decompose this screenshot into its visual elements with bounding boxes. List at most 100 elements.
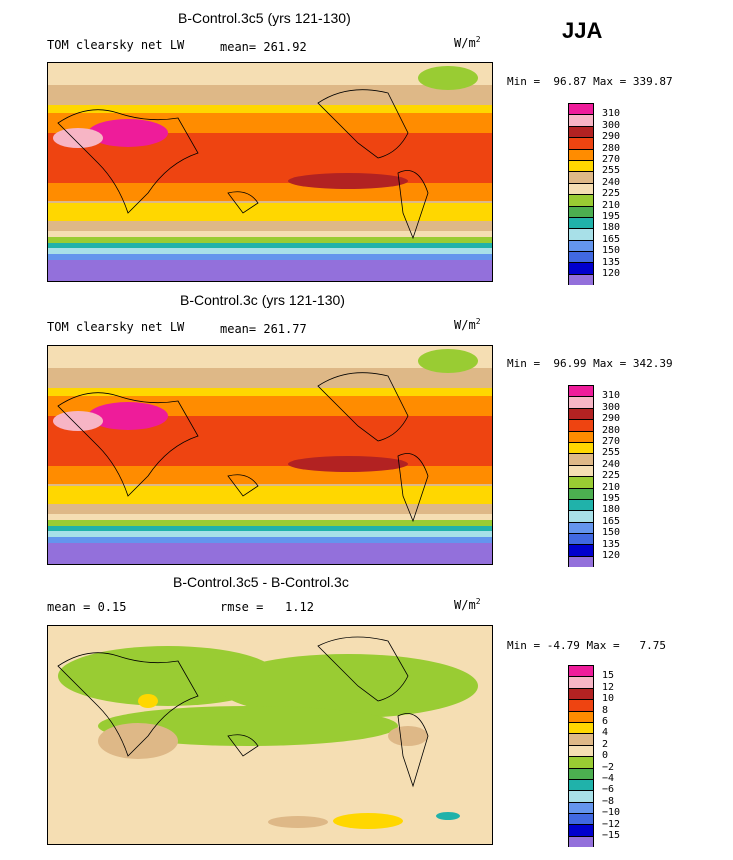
legend-swatch <box>568 251 594 263</box>
legend-swatch <box>568 544 594 556</box>
mean-label: mean= 261.77 <box>220 322 307 336</box>
legend-swatch <box>568 453 594 465</box>
legend-label: −4 <box>602 773 615 784</box>
legend-swatch <box>568 498 594 511</box>
legend-swatch <box>568 510 594 522</box>
legend-swatch <box>568 521 594 534</box>
legend-swatch <box>568 273 594 286</box>
legend-swatch <box>568 835 594 848</box>
colorbar-model-a: 310 300 290 280 270 255 240 225 210 195 180 165 150 1… <box>568 103 620 286</box>
legend-label: −10 <box>602 807 621 819</box>
legend-swatch <box>568 182 594 195</box>
legend-label: 165 <box>602 515 621 527</box>
legend-label: 8 <box>602 704 609 716</box>
legend-label: −12 <box>602 818 621 830</box>
legend-swatch <box>568 262 594 274</box>
legend-label: 225 <box>602 470 621 482</box>
legend-label: −15 <box>602 830 621 841</box>
legend-swatch <box>568 487 594 499</box>
legend-label: 225 <box>602 188 621 200</box>
map-model-a <box>47 62 493 282</box>
units-label: W/m2 <box>454 317 481 332</box>
legend-swatch <box>568 419 594 431</box>
legend-label: 12 <box>602 681 615 693</box>
legend-swatch <box>568 710 594 722</box>
panel-title: B-Control.3c5 (yrs 121-130) <box>178 10 351 26</box>
legend-label: 280 <box>602 424 621 436</box>
legend-swatch <box>568 555 594 568</box>
legend-swatch <box>568 125 594 138</box>
legend-label: 120 <box>602 550 621 561</box>
legend-label: 290 <box>602 413 621 425</box>
legend-label: 280 <box>602 142 621 154</box>
panel-title: B-Control.3c (yrs 121-130) <box>180 292 345 308</box>
legend-label: 310 <box>602 390 621 402</box>
legend-label: 210 <box>602 481 621 493</box>
legend-swatch <box>568 407 594 420</box>
panel-model-b: B-Control.3c (yrs 121-130) TOM clearsky … <box>0 290 733 580</box>
legend-label: 180 <box>602 504 621 516</box>
legend-swatch <box>568 813 594 825</box>
map-difference <box>47 625 493 845</box>
legend-swatch <box>568 171 594 183</box>
season-label: JJA <box>562 18 603 43</box>
legend-label: 2 <box>602 738 609 750</box>
legend-label: 6 <box>602 716 609 727</box>
legend-label: 240 <box>602 458 621 470</box>
legend-label: −6 <box>602 784 615 796</box>
legend-label: 300 <box>602 401 621 413</box>
legend-label: 135 <box>602 538 621 550</box>
legend-label: 290 <box>602 131 621 143</box>
legend-swatch <box>568 744 594 757</box>
legend-label: −2 <box>602 761 615 773</box>
legend-swatch <box>568 137 594 149</box>
legend-swatch <box>568 756 594 768</box>
legend-label: 270 <box>602 154 621 165</box>
units-label: W/m2 <box>454 597 481 612</box>
legend-swatch <box>568 114 594 126</box>
panel-model-a: B-Control.3c5 (yrs 121-130) TOM clearsky… <box>0 0 733 290</box>
legend-swatch <box>568 801 594 814</box>
legend-swatch <box>568 216 594 229</box>
legend-label: 150 <box>602 245 621 257</box>
legend-label: 150 <box>602 527 621 539</box>
legend-label: 165 <box>602 233 621 245</box>
legend-swatch <box>568 441 594 454</box>
legend-label: 195 <box>602 493 621 504</box>
legend-label: 195 <box>602 211 621 222</box>
map-model-b <box>47 345 493 565</box>
legend-swatch <box>568 464 594 477</box>
legend-label: 0 <box>602 750 609 762</box>
legend-swatch <box>568 767 594 779</box>
legend-label: 255 <box>602 447 621 459</box>
legend-label: 15 <box>602 670 615 682</box>
legend-swatch <box>568 790 594 802</box>
legend-swatch <box>568 194 594 206</box>
mean-label: mean= 261.92 <box>220 40 307 54</box>
legend-swatch <box>568 687 594 700</box>
min-max-readout: Min = 96.99 Max = 342.39 <box>507 357 673 370</box>
legend-swatch <box>568 699 594 711</box>
legend-label: 210 <box>602 199 621 211</box>
legend-label: 240 <box>602 176 621 188</box>
legend-label: 255 <box>602 165 621 177</box>
legend-swatch <box>568 721 594 734</box>
legend-swatch <box>568 430 594 442</box>
legend-label: 135 <box>602 256 621 268</box>
legend-swatch <box>568 665 594 677</box>
legend-label: 120 <box>602 268 621 279</box>
variable-label: TOM clearsky net LW <box>47 38 185 52</box>
legend-label: 270 <box>602 436 621 447</box>
legend-label: 300 <box>602 119 621 131</box>
legend-swatch <box>568 159 594 172</box>
legend-swatch <box>568 103 594 115</box>
variable-label: TOM clearsky net LW <box>47 320 185 334</box>
legend-swatch <box>568 396 594 408</box>
legend-label: 180 <box>602 222 621 234</box>
legend-swatch <box>568 778 594 791</box>
rmse-value: 1.12 <box>285 600 314 614</box>
legend-swatch <box>568 733 594 745</box>
legend-swatch <box>568 385 594 397</box>
legend-swatch <box>568 148 594 160</box>
legend-swatch <box>568 239 594 252</box>
